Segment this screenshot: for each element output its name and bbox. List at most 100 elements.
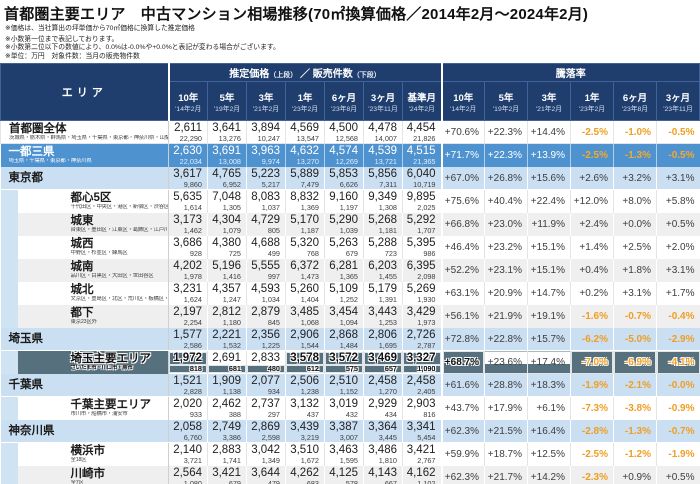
count-value: 1,094 [339,317,358,327]
price-value: 5,856 [368,167,397,180]
price-column-header: 1年 '23年2月 [285,81,325,122]
price-count-cell: 4,632 13,270 [285,143,325,167]
price-value: 3,617 [173,167,202,180]
price-value: 2,879 [251,305,280,318]
count-value: 3,007 [339,432,358,442]
price-value: 3,454 [329,305,358,318]
price-count-cell: 1,577 2,586 [168,327,208,352]
count-value: 816 [423,410,436,420]
price-value: 3,421 [406,444,436,457]
price-count-cell: 3,387 3,007 [324,419,364,444]
rate-column-header: 10年 '14年2月 [440,81,485,122]
price-value: 3,486 [368,444,397,457]
count-value: 679 [228,478,241,484]
column-date: '19年2月 [492,106,520,114]
price-count-cell: 4,500 12,568 [324,120,364,145]
price-count-cell: 3,443 1,253 [363,304,403,328]
price-count-cell: 3,578 612 [285,350,325,374]
count-value: 434 [384,410,397,420]
count-value: 1,252 [339,294,358,304]
price-count-cell: 4,202 1,978 [168,258,208,282]
count-value: 928 [189,248,202,258]
price-value: 4,574 [329,145,358,158]
count-value: 9,974 [261,157,280,167]
price-count-cell: 3,686 928 [168,235,208,259]
price-value: 4,304 [212,213,241,226]
rate-cell: -2.1% [613,373,657,398]
rate-column-header: 3ヶ月 '23年11月 [656,81,700,122]
price-value: 3,894 [251,121,280,134]
rate-cell: +17.9% [484,396,528,420]
area-label: 都心5区 [70,192,112,205]
price-count-cell: 5,268 1,181 [363,212,403,236]
count-value: 1,247 [222,294,241,304]
price-value: 2,356 [251,328,280,341]
count-value: 1,034 [261,294,280,304]
count-value: 1,039 [339,225,358,235]
price-count-cell: 3,421 679 [207,465,247,484]
price-value: 5,635 [173,191,202,204]
count-value: 1,180 [222,317,241,327]
area-cell: 都心5区 千代田区・中央区・港区・新宿区・渋谷区 [0,189,169,213]
price-count-cell: 8,083 1,037 [246,189,286,213]
price-value: 1,577 [173,328,202,341]
price-value: 9,160 [329,191,358,204]
price-value: 2,929 [368,398,397,411]
count-value: 9,860 [183,179,202,189]
count-value: 1,197 [339,203,358,213]
table-row: 都心5区 千代田区・中央区・港区・新宿区・渋谷区 5,635 1,614 7,048 1,… [0,189,700,213]
table-row: 城北文京区・豊島区・北区・荒川区・板橋区・足立区3,2311,6244,3571… [0,281,700,305]
price-count-cell: 5,555 997 [246,258,286,282]
price-count-cell: 2,812 1,180 [207,304,247,328]
price-count-cell: 3,572 575 [324,350,364,374]
count-value: 1,624 [183,294,202,304]
count-value: 3,445 [378,432,397,442]
price-value: 2,611 [174,121,202,134]
price-value: 4,688 [251,236,280,249]
count-value: 1,707 [417,225,436,235]
rate-cell: -2.5% [570,120,614,145]
table-header: エリア 推定価格（上段） ／ 販売件数（下段） 騰落率 10年 '14年2月 5年 '… [0,63,700,122]
price-count-cell: 5,292 1,707 [402,212,442,236]
price-count-cell: 2,630 22,034 [168,143,208,167]
rate-cell: +66.8% [440,212,485,236]
price-count-cell: 3,173 1,462 [168,212,208,236]
rate-cell: +14.2% [527,465,571,484]
count-value: 388 [228,410,241,420]
count-value: 7,479 [300,179,319,189]
count-value: 986 [423,248,436,258]
rate-cell: -2.5% [570,442,614,466]
area-cell: 首都圏全体 茨城県・栃木県・群馬県・埼玉県・千葉県・東京都・神奈川県・山梨県 [0,120,169,145]
column-date: '14年2月 [175,106,202,114]
table-row: 千葉県 1,521 2,828 1,909 1,138 2,077 934 2,506 1,23… [0,373,700,398]
price-value: 5,179 [368,282,397,295]
price-value: 2,458 [368,374,397,387]
price-count-cell: 3,364 3,445 [363,419,403,444]
area-cell: 東京都 [0,166,169,191]
column-date: '23年8月 [330,106,358,114]
count-value: 5,217 [261,179,280,189]
count-value: 1,225 [261,340,280,350]
price-count-cell: 3,463 1,595 [324,442,364,466]
note-line: ※単位：万円 対象件数：当月の販売物件数 [5,52,140,60]
count-value: 683 [306,478,319,484]
table-row: 城西 中野区・杉並区・練馬区 3,686 928 4,380 725 4,688 499 5,3… [0,235,700,259]
price-count-cell: 2,197 2,254 [168,304,208,328]
rate-cell: +63.1% [440,281,485,305]
count-value: 1,270 [378,386,397,396]
price-value: 4,632 [290,145,319,158]
price-value: 3,387 [329,420,358,433]
count-value: 1,595 [339,456,358,466]
rate-cell: +22.8% [484,327,528,352]
area-sublabel: 全18区 [70,457,87,464]
count-value: 1,181 [378,225,397,235]
count-value: 933 [189,410,202,420]
column-label: 6ヶ月 [622,93,648,105]
column-label: 3年 [541,93,557,105]
rate-column-header: 5年 '19年2月 [484,81,528,122]
price-value: 8,832 [290,191,319,204]
price-value: 3,572 [325,352,363,366]
count-value: 21,826 [413,133,436,143]
count-value: 1,369 [300,203,319,213]
